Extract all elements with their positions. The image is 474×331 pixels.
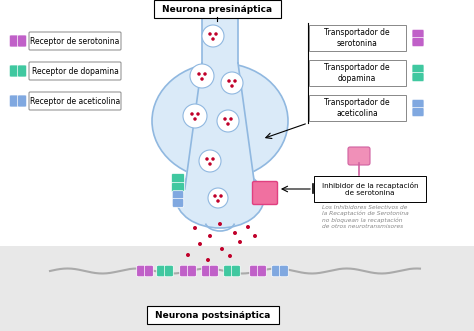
Ellipse shape xyxy=(217,110,239,132)
Ellipse shape xyxy=(226,122,230,126)
Ellipse shape xyxy=(208,234,212,238)
Ellipse shape xyxy=(176,168,264,228)
FancyBboxPatch shape xyxy=(250,265,259,277)
Ellipse shape xyxy=(200,77,204,81)
Text: Los Inhibidores Selectivos de
la Recaptación de Serotonina
no bloquean la recapt: Los Inhibidores Selectivos de la Recapta… xyxy=(322,205,409,229)
Bar xyxy=(202,11,238,63)
FancyBboxPatch shape xyxy=(154,0,281,18)
FancyBboxPatch shape xyxy=(210,265,219,277)
Ellipse shape xyxy=(214,32,218,36)
Ellipse shape xyxy=(213,194,217,198)
Text: Receptor de aceticolina: Receptor de aceticolina xyxy=(30,97,120,106)
FancyBboxPatch shape xyxy=(187,265,196,277)
FancyBboxPatch shape xyxy=(309,95,406,121)
FancyBboxPatch shape xyxy=(348,147,370,165)
FancyBboxPatch shape xyxy=(231,265,240,277)
FancyBboxPatch shape xyxy=(147,306,279,324)
Ellipse shape xyxy=(238,240,242,244)
FancyBboxPatch shape xyxy=(172,198,184,207)
Ellipse shape xyxy=(246,225,250,229)
FancyBboxPatch shape xyxy=(412,72,424,82)
Ellipse shape xyxy=(190,64,214,88)
FancyBboxPatch shape xyxy=(9,65,18,77)
Ellipse shape xyxy=(223,117,227,121)
FancyBboxPatch shape xyxy=(314,176,426,202)
FancyBboxPatch shape xyxy=(253,181,277,205)
FancyBboxPatch shape xyxy=(29,32,121,50)
FancyBboxPatch shape xyxy=(9,35,18,47)
Ellipse shape xyxy=(220,247,224,251)
Bar xyxy=(0,246,474,331)
Ellipse shape xyxy=(183,104,207,128)
FancyBboxPatch shape xyxy=(157,265,165,277)
Text: Inhibidor de la recaptación
de serotonina: Inhibidor de la recaptación de serotonin… xyxy=(322,182,418,196)
FancyBboxPatch shape xyxy=(172,173,184,183)
Text: Receptor de serotonina: Receptor de serotonina xyxy=(30,36,120,45)
FancyBboxPatch shape xyxy=(412,37,424,47)
Ellipse shape xyxy=(229,117,233,121)
Ellipse shape xyxy=(211,37,215,41)
FancyBboxPatch shape xyxy=(172,182,184,193)
Ellipse shape xyxy=(203,72,207,76)
Ellipse shape xyxy=(227,79,231,83)
Ellipse shape xyxy=(197,72,201,76)
FancyBboxPatch shape xyxy=(272,265,281,277)
Ellipse shape xyxy=(233,79,237,83)
FancyBboxPatch shape xyxy=(412,64,424,73)
Text: Receptor de dopamina: Receptor de dopamina xyxy=(32,67,118,75)
Ellipse shape xyxy=(198,242,202,246)
Polygon shape xyxy=(185,63,255,189)
FancyBboxPatch shape xyxy=(18,65,27,77)
Ellipse shape xyxy=(221,72,243,94)
Ellipse shape xyxy=(193,226,197,230)
FancyBboxPatch shape xyxy=(255,191,268,201)
FancyBboxPatch shape xyxy=(137,265,146,277)
Ellipse shape xyxy=(216,199,220,203)
Text: Transportador de
serotonina: Transportador de serotonina xyxy=(324,28,390,48)
Ellipse shape xyxy=(253,234,257,238)
Ellipse shape xyxy=(208,32,212,36)
FancyBboxPatch shape xyxy=(202,265,210,277)
Ellipse shape xyxy=(199,150,221,172)
Ellipse shape xyxy=(233,231,237,235)
FancyBboxPatch shape xyxy=(309,60,406,86)
FancyBboxPatch shape xyxy=(18,35,27,47)
Ellipse shape xyxy=(202,25,224,47)
Ellipse shape xyxy=(205,157,209,161)
Text: Neurona presináptica: Neurona presináptica xyxy=(162,5,272,14)
Ellipse shape xyxy=(218,222,222,226)
Ellipse shape xyxy=(228,254,232,258)
FancyBboxPatch shape xyxy=(18,95,27,107)
FancyBboxPatch shape xyxy=(9,95,18,107)
Text: Transportador de
aceticolina: Transportador de aceticolina xyxy=(324,98,390,118)
Ellipse shape xyxy=(219,194,223,198)
FancyBboxPatch shape xyxy=(180,265,189,277)
FancyBboxPatch shape xyxy=(412,99,424,109)
FancyBboxPatch shape xyxy=(257,265,266,277)
Ellipse shape xyxy=(152,63,288,179)
Ellipse shape xyxy=(211,157,215,161)
FancyBboxPatch shape xyxy=(224,265,233,277)
Ellipse shape xyxy=(208,162,212,166)
Ellipse shape xyxy=(196,112,200,116)
FancyBboxPatch shape xyxy=(412,29,424,39)
Ellipse shape xyxy=(186,253,190,257)
FancyBboxPatch shape xyxy=(29,62,121,80)
Text: Neurona postsináptica: Neurona postsináptica xyxy=(155,310,271,319)
Ellipse shape xyxy=(230,84,234,88)
FancyBboxPatch shape xyxy=(29,92,121,110)
Ellipse shape xyxy=(190,112,194,116)
FancyBboxPatch shape xyxy=(255,181,268,192)
Ellipse shape xyxy=(206,258,210,262)
Text: Transportador de
dopamina: Transportador de dopamina xyxy=(324,63,390,83)
FancyBboxPatch shape xyxy=(145,265,153,277)
Ellipse shape xyxy=(208,188,228,208)
Ellipse shape xyxy=(193,117,197,121)
FancyBboxPatch shape xyxy=(279,265,288,277)
FancyBboxPatch shape xyxy=(309,25,406,51)
FancyBboxPatch shape xyxy=(172,191,184,200)
FancyBboxPatch shape xyxy=(164,265,173,277)
FancyBboxPatch shape xyxy=(412,107,424,117)
